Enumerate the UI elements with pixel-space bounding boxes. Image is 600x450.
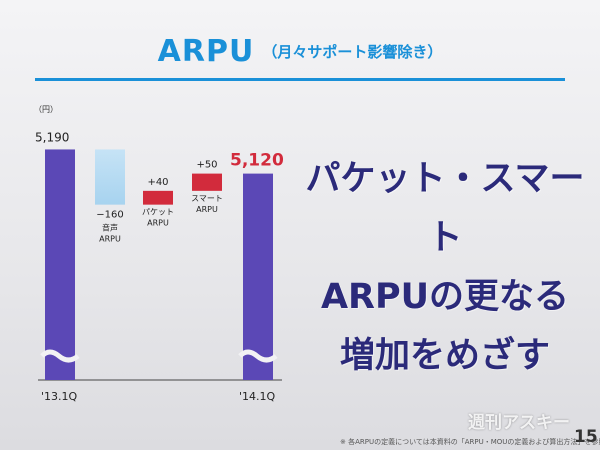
footnote: ※ 各ARPUの定義については本資料の「ARPU・MOUの定義および算出方法」を… xyxy=(340,438,600,446)
x-tick-label-5: '14.1Q xyxy=(239,390,276,403)
unit-label: （円） xyxy=(34,105,58,114)
category-label-2-1: 音声 xyxy=(102,223,118,233)
axis-break-marker-1 xyxy=(40,349,80,363)
total-bar-5 xyxy=(243,173,273,380)
category-label-2-2: ARPU xyxy=(99,235,121,244)
value-label-1: 5,190 xyxy=(35,130,69,144)
value-label-5: 5,120 xyxy=(230,151,284,171)
delta-bar-3 xyxy=(143,190,173,205)
delta-bar-4 xyxy=(192,173,222,191)
value-label-2: −160 xyxy=(96,210,123,221)
category-label-4-1: スマート xyxy=(191,194,223,203)
key-message: パケット・スマート ARPUの更なる 増加をめざす xyxy=(290,150,600,386)
category-label-3-2: ARPU xyxy=(147,219,169,228)
category-label-3-1: パケット xyxy=(142,208,174,217)
total-bar-1 xyxy=(45,149,75,380)
publisher-watermark: 週刊アスキー xyxy=(468,413,570,433)
message-line-3: 増加をめざす xyxy=(339,336,550,376)
axis-break-marker-5 xyxy=(238,349,278,363)
value-label-3: +40 xyxy=(147,177,168,188)
message-line-1: パケット・スマート xyxy=(305,159,585,258)
title-subtitle: （月々サポート影響除き） xyxy=(262,43,443,61)
category-label-4-2: ARPU xyxy=(196,205,218,214)
value-label-4: +50 xyxy=(196,160,217,171)
x-tick-label-1: '13.1Q xyxy=(41,390,78,403)
title-underline xyxy=(35,78,565,81)
slide-title: ARPU （月々サポート影響除き） xyxy=(0,34,600,69)
message-line-2: ARPUの更なる xyxy=(320,277,570,317)
delta-bar-2 xyxy=(95,149,125,205)
title-main: ARPU xyxy=(157,34,255,69)
page-number: 15 xyxy=(574,427,598,447)
